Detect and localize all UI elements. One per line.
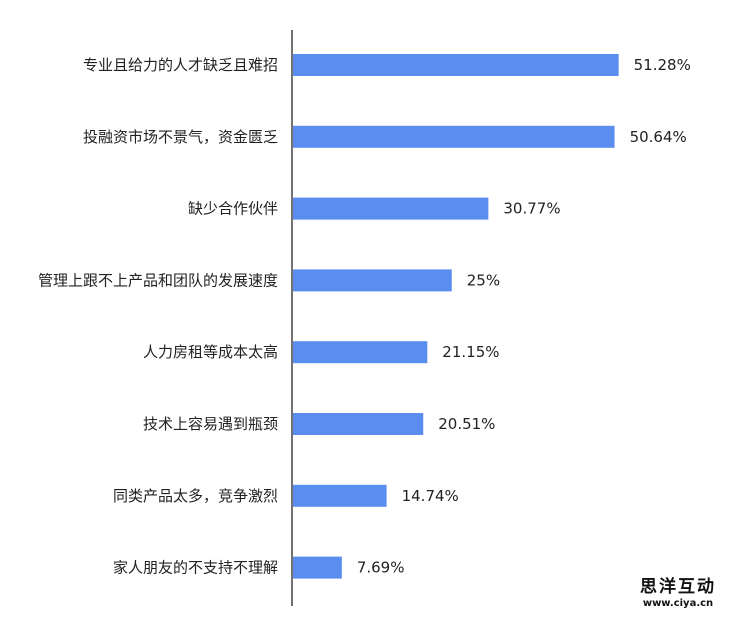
category-label: 管理上跟不上产品和团队的发展速度	[38, 271, 278, 289]
value-label: 20.51%	[438, 415, 495, 433]
bar	[293, 269, 452, 292]
value-label: 51.28%	[634, 56, 691, 74]
watermark-logo: 思洋互动 www.ciya.cn	[624, 578, 732, 612]
category-label: 家人朋友的不支持不理解	[113, 559, 278, 577]
value-labels: 51.28% 50.64% 30.77% 25% 21.15% 20.51% 14.74% 7…	[357, 56, 691, 577]
bar	[293, 484, 387, 507]
watermark-name: 思洋互动	[640, 577, 716, 597]
bars-group	[293, 54, 619, 579]
bar	[293, 341, 428, 364]
bar	[293, 413, 424, 435]
value-label: 21.15%	[442, 343, 499, 361]
category-label: 缺少合作伙伴	[188, 200, 278, 218]
value-label: 30.77%	[503, 200, 560, 218]
category-label: 技术上容易遇到瓶颈	[143, 415, 278, 433]
watermark-url: www.ciya.cn	[642, 598, 714, 609]
bar	[293, 125, 615, 148]
category-label: 专业且给力的人才缺乏且难招	[83, 56, 278, 74]
category-label: 人力房租等成本太高	[143, 343, 278, 361]
value-label: 50.64%	[630, 128, 687, 146]
category-labels: 专业且给力的人才缺乏且难招投融资市场不景气，资金匮乏缺少合作伙伴管理上跟不上产品…	[38, 56, 278, 577]
category-label: 同类产品太多，竞争激烈	[113, 487, 278, 505]
value-label: 25%	[467, 271, 500, 289]
value-label: 7.69%	[357, 559, 405, 577]
category-label: 投融资市场不景气，资金匮乏	[83, 128, 278, 146]
value-label: 14.74%	[402, 487, 459, 505]
bar	[293, 54, 619, 76]
bar	[293, 197, 489, 220]
bar	[293, 556, 342, 579]
